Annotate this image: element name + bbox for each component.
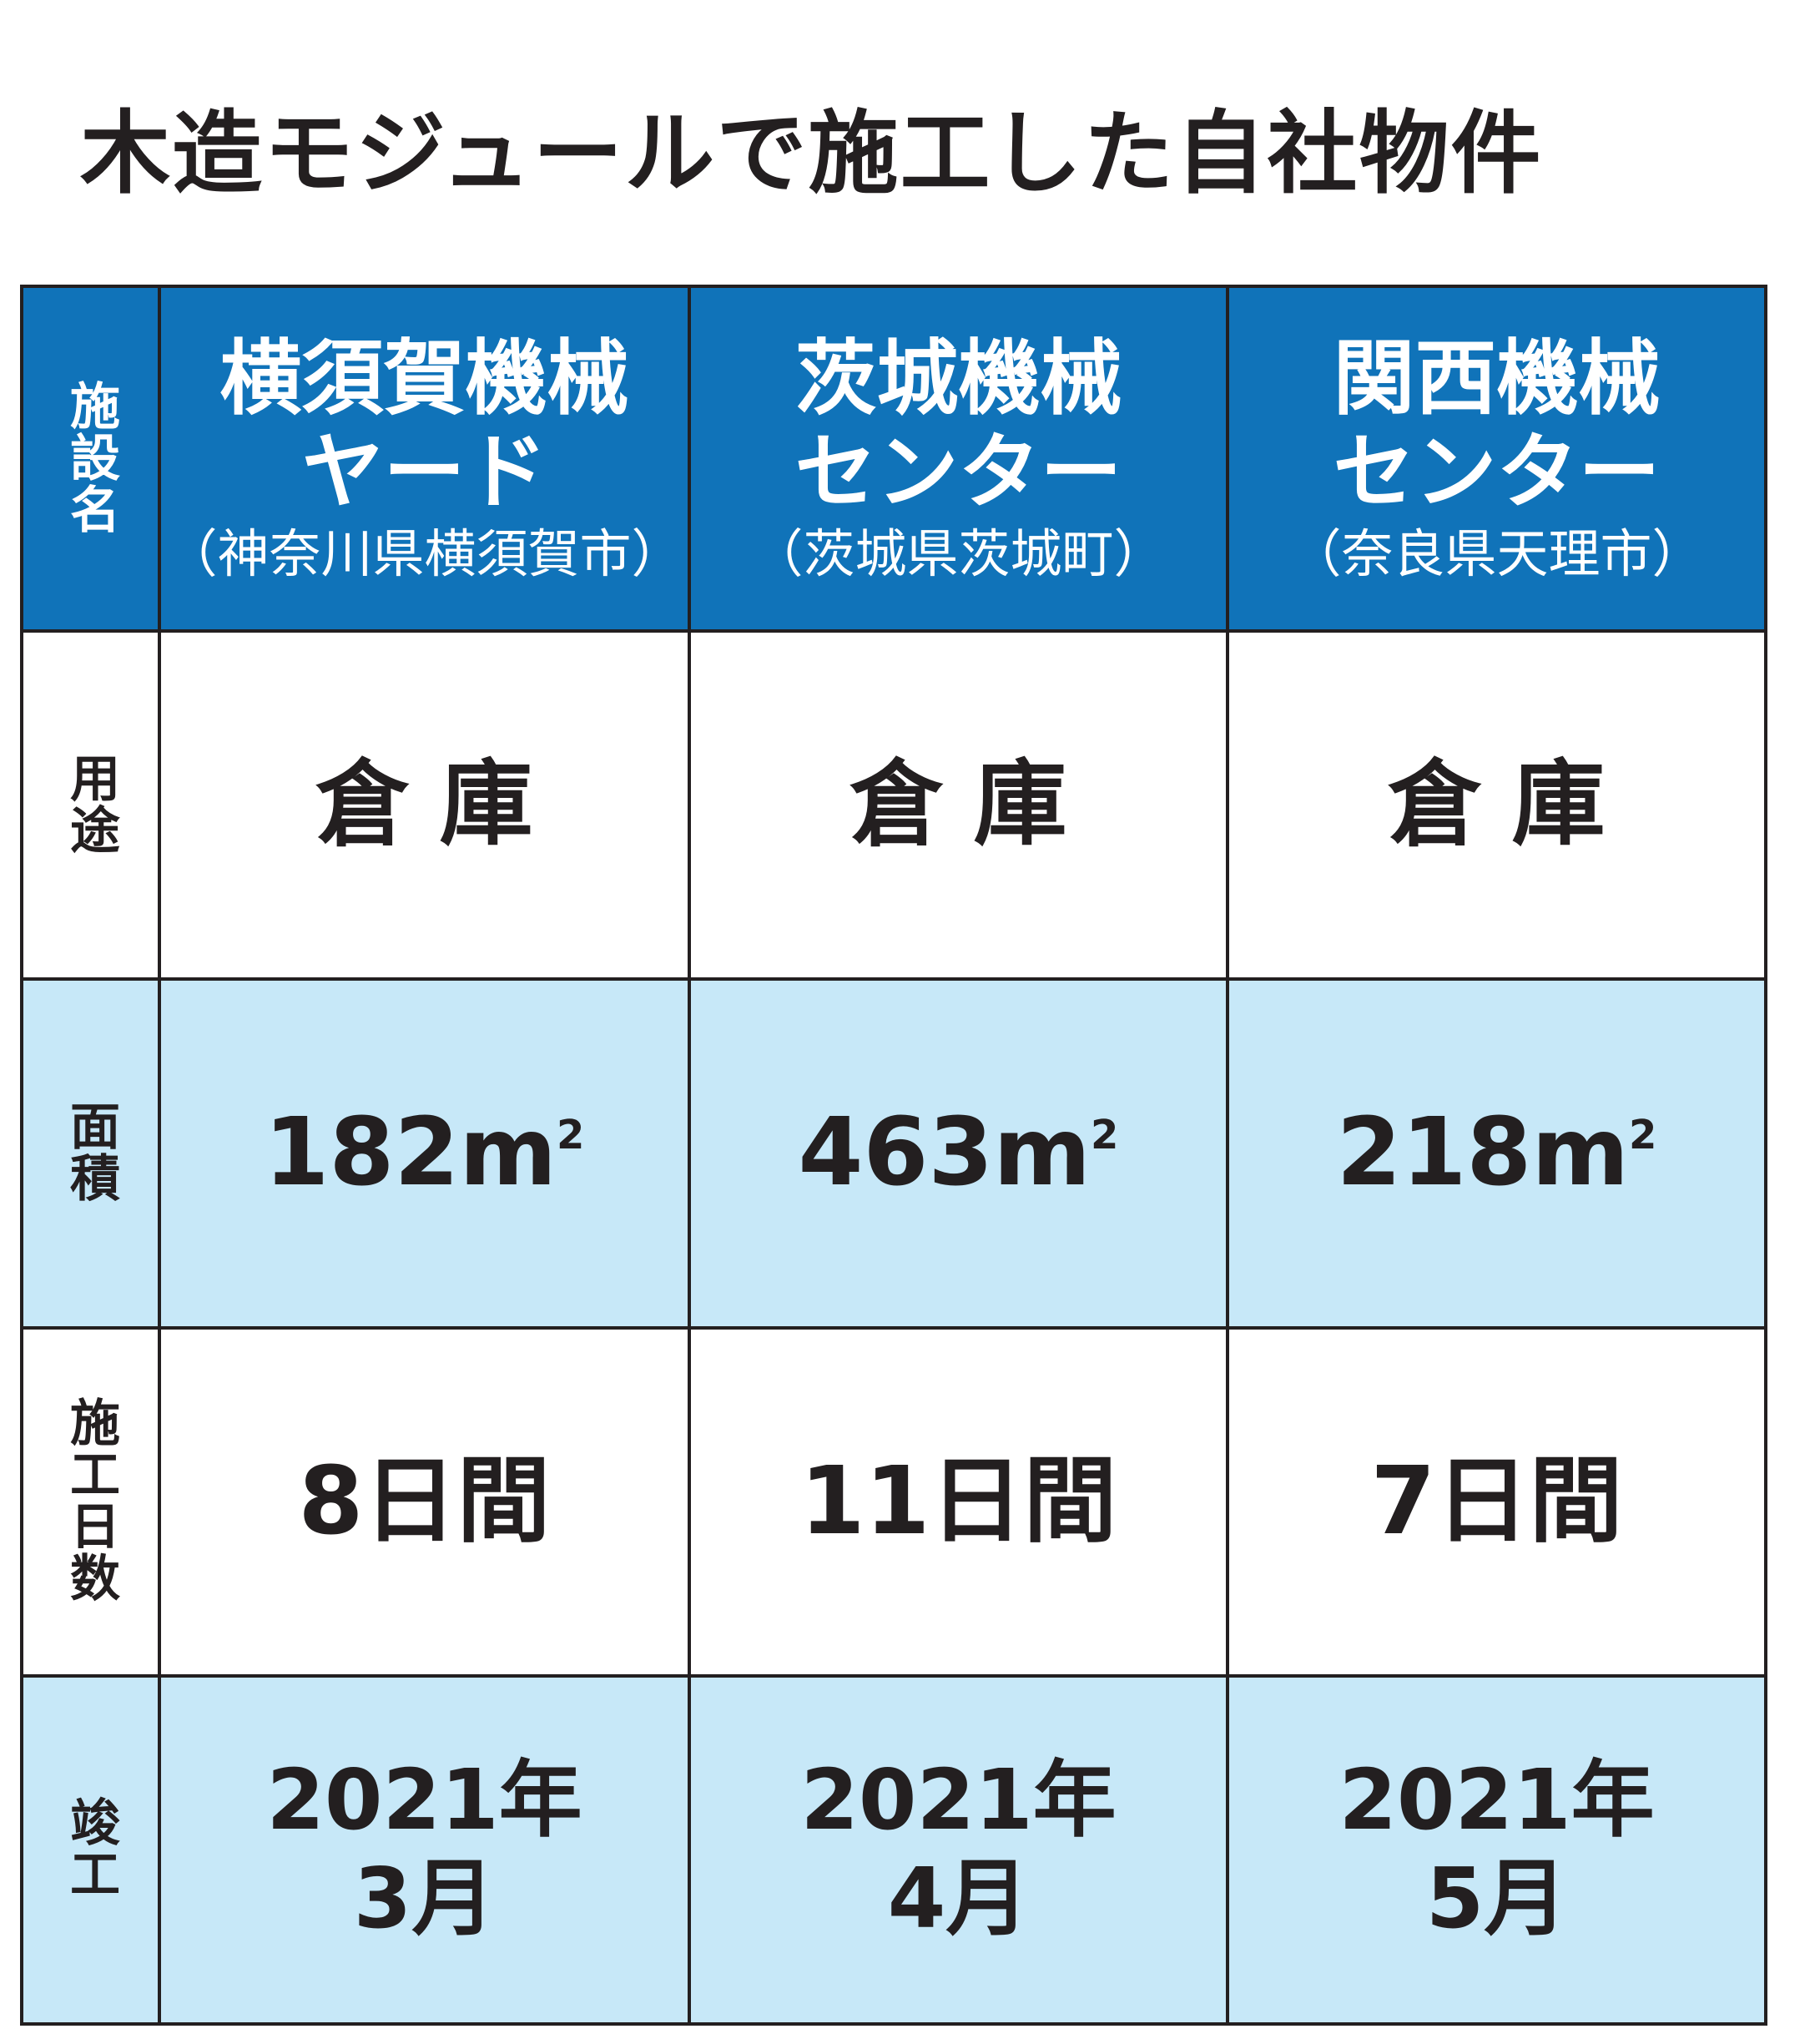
use-cell: 倉庫 [1226,629,1767,982]
facility-name-line1: 横須賀機械 [219,331,629,426]
days-value: 8日間 [298,1446,551,1556]
facility-name-cell: 関西機械 センター （奈良県天理市） [1226,284,1767,633]
use-cell: 倉庫 [158,629,691,982]
days-value: 11日間 [799,1446,1117,1556]
area-cell: 463m2 [688,977,1229,1330]
table-row-days: 施工日数 8日間 11日間 7日間 [20,1325,1767,1678]
completed-year: 2021年 [1339,1751,1655,1850]
row-label-cell: 用途 [20,629,161,982]
use-value: 倉庫 [315,750,563,860]
completed-year: 2021年 [800,1751,1117,1850]
days-cell: 8日間 [158,1325,691,1678]
area-cell: 182m2 [158,977,691,1330]
table-row-use: 用途 倉庫 倉庫 倉庫 [20,629,1767,982]
days-value: 7日間 [1370,1446,1623,1556]
table-header-row: 施設名 横須賀機械 ヤード （神奈川県横須賀市） 茨城機械 センター （茨城県茨… [20,284,1767,633]
area-unit-superscript: 2 [1091,1112,1119,1159]
facility-name-line1: 茨城機械 [794,331,1122,426]
area-cell: 218m2 [1226,977,1767,1330]
row-label-cell: 竣工 [20,1673,161,2026]
facility-name-line1: 関西機械 [1333,331,1661,426]
facility-location: （奈良県天理市） [1289,522,1704,584]
facility-name-line2: センター [794,424,1122,520]
facility-name-cell: 茨城機械 センター （茨城県茨城町） [688,284,1229,633]
row-label-area: 面積 [61,1099,120,1204]
completed-cell: 2021年 5月 [1226,1673,1767,2026]
facilities-table: 施設名 横須賀機械 ヤード （神奈川県横須賀市） 茨城機械 センター （茨城県茨… [20,284,1767,2026]
completed-year: 2021年 [266,1751,582,1850]
use-cell: 倉庫 [688,629,1229,982]
row-label-cell: 面積 [20,977,161,1330]
use-value: 倉庫 [1388,750,1636,860]
row-label-facility: 施設名 [61,379,120,535]
area-unit-superscript: 2 [1629,1112,1657,1159]
facility-name-line2: ヤード [301,424,547,520]
row-label-use: 用途 [61,751,120,855]
row-label-cell: 施設名 [20,284,161,633]
table-row-area: 面積 182m2 463m2 218m2 [20,977,1767,1330]
completed-cell: 2021年 4月 [688,1673,1229,2026]
facility-name-line2: センター [1333,424,1661,520]
area-value: 218m2 [1336,1098,1657,1208]
completed-cell: 2021年 3月 [158,1673,691,2026]
table-row-completed: 竣工 2021年 3月 2021年 4月 2021年 5月 [20,1673,1767,2026]
row-label-cell: 施工日数 [20,1325,161,1678]
page-title: 木造モジュールで施工した自社物件 [80,102,1543,206]
completed-month: 5月 [1425,1850,1568,1948]
days-cell: 7日間 [1226,1325,1767,1678]
facility-name-cell: 横須賀機械 ヤード （神奈川県横須賀市） [158,284,691,633]
completed-month: 4月 [887,1850,1030,1948]
facility-location: （茨城県茨城町） [751,522,1166,584]
area-value: 182m2 [264,1098,585,1208]
row-label-completed: 竣工 [61,1796,120,1900]
area-unit-superscript: 2 [557,1112,585,1159]
use-value: 倉庫 [850,750,1097,860]
completed-month: 3月 [353,1850,496,1948]
area-value: 463m2 [798,1098,1119,1208]
days-cell: 11日間 [688,1325,1229,1678]
facility-location: （神奈川県横須賀市） [165,522,683,584]
row-label-days: 施工日数 [61,1396,120,1604]
